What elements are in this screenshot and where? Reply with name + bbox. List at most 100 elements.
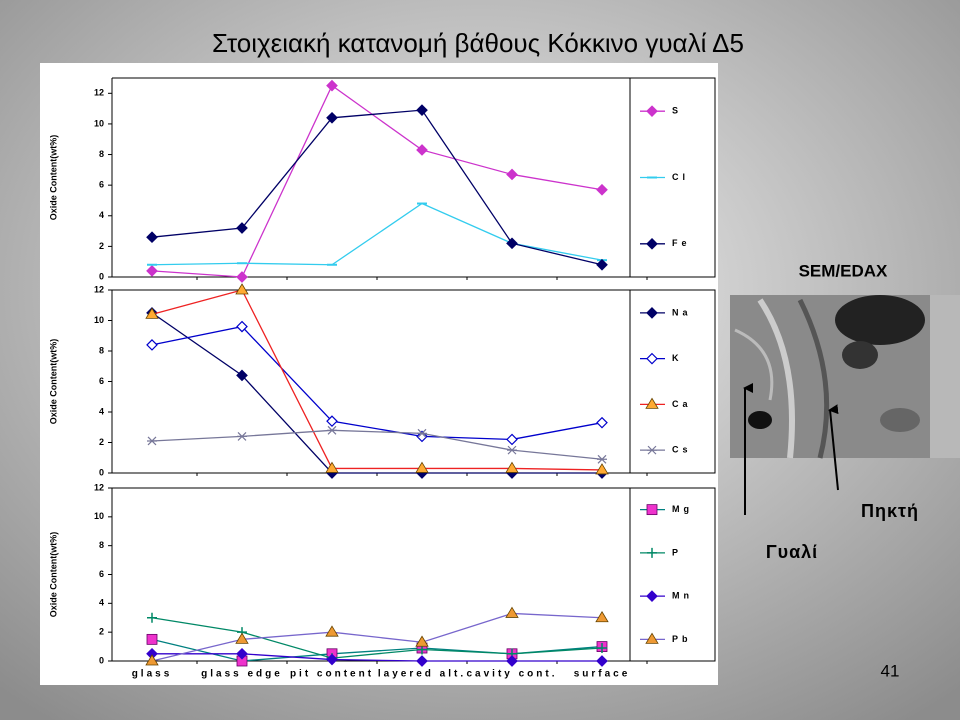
y-tick-label: 8	[99, 540, 104, 550]
y-tick-label: 10	[94, 118, 104, 128]
y-tick-label: 8	[99, 345, 104, 355]
marker	[236, 271, 248, 283]
marker	[647, 547, 657, 558]
series-line	[151, 84, 603, 278]
marker	[507, 445, 517, 455]
marker	[506, 433, 518, 446]
legend-label: K	[672, 353, 683, 363]
legend-box	[629, 77, 716, 278]
y-tick-label: 10	[94, 315, 104, 325]
marker	[646, 237, 658, 250]
marker	[596, 416, 608, 429]
marker	[506, 655, 518, 667]
y-tick-label: 0	[99, 655, 104, 665]
legend-label: Pb	[672, 634, 692, 644]
legend-label: Mg	[672, 504, 693, 514]
x-tick-label: pit content	[290, 669, 374, 680]
marker	[327, 425, 337, 435]
marker	[147, 612, 157, 623]
x-tick-label: surface	[574, 669, 631, 680]
marker	[325, 461, 339, 473]
x-tick-label: glass	[132, 669, 173, 680]
marker	[326, 79, 338, 92]
marker	[416, 144, 428, 156]
marker	[596, 258, 608, 271]
y-tick-label: 2	[99, 627, 104, 637]
marker	[326, 653, 338, 666]
marker	[415, 461, 429, 473]
marker	[147, 436, 157, 446]
y-tick-label: 4	[99, 406, 104, 416]
marker	[146, 633, 158, 645]
legend-label: Ca	[672, 399, 692, 409]
marker	[236, 647, 248, 660]
marker	[646, 105, 658, 118]
arrow	[828, 404, 839, 491]
y-tick-label: 4	[99, 598, 104, 608]
y-tick-label: 2	[99, 241, 104, 251]
series-line	[151, 312, 602, 474]
marker	[506, 168, 518, 181]
y-tick-label: 10	[94, 511, 104, 521]
marker	[236, 320, 248, 333]
method-label: SEM/EDAX	[799, 261, 888, 280]
legend-box	[629, 289, 716, 474]
y-tick-label: 6	[99, 180, 104, 190]
marker	[145, 654, 159, 666]
series-line	[151, 202, 603, 266]
legend-label: S	[672, 106, 682, 116]
marker	[146, 265, 158, 277]
marker	[505, 606, 519, 618]
y-axis-label: Oxide Content(wt%)	[48, 339, 58, 425]
legend-label: Mn	[672, 591, 693, 601]
chart-panel	[40, 63, 718, 685]
series-line	[152, 653, 602, 662]
marker	[505, 461, 519, 473]
marker	[506, 237, 518, 250]
marker	[236, 222, 248, 234]
x-tick-label: layered alt.	[378, 669, 466, 680]
series-line	[151, 325, 603, 441]
marker	[416, 655, 428, 667]
y-tick-label: 6	[99, 376, 104, 386]
series-line	[151, 429, 603, 460]
series-line	[151, 617, 603, 659]
legend-label: P	[672, 547, 682, 557]
legend-label: Fe	[672, 238, 691, 248]
marker	[415, 635, 429, 647]
gel-label: Πηκτή	[861, 501, 919, 521]
marker	[326, 111, 338, 124]
y-tick-label: 6	[99, 569, 104, 579]
sem-image	[730, 295, 960, 459]
marker	[646, 590, 658, 602]
legend-box	[629, 487, 716, 662]
y-axis-label: Oxide Content(wt%)	[48, 532, 58, 618]
marker	[145, 307, 159, 319]
marker	[596, 183, 608, 196]
y-tick-label: 4	[99, 210, 104, 220]
y-tick-label: 0	[99, 467, 104, 477]
marker	[646, 307, 658, 319]
y-tick-label: 2	[99, 437, 104, 447]
series-line	[151, 109, 603, 266]
marker	[416, 104, 428, 116]
marker	[237, 431, 247, 441]
legend-label: Cl	[672, 172, 689, 182]
slide-title: Στοιχειακή κατανομή βάθους Κόκκινο γυαλί…	[212, 28, 744, 58]
y-axis-label: Oxide Content(wt%)	[48, 135, 58, 221]
glass-label: Γυαλί	[766, 542, 818, 562]
marker	[646, 352, 658, 365]
x-tick-label: glass edge	[201, 669, 283, 680]
legend-label: Na	[672, 307, 692, 317]
marker	[596, 655, 608, 667]
marker	[326, 415, 338, 427]
marker	[146, 231, 158, 244]
y-tick-label: 0	[99, 271, 104, 281]
y-tick-label: 8	[99, 149, 104, 159]
marker	[325, 625, 339, 637]
marker	[236, 369, 248, 382]
y-tick-label: 12	[94, 88, 104, 98]
marker	[645, 632, 659, 644]
y-tick-label: 12	[94, 284, 104, 294]
